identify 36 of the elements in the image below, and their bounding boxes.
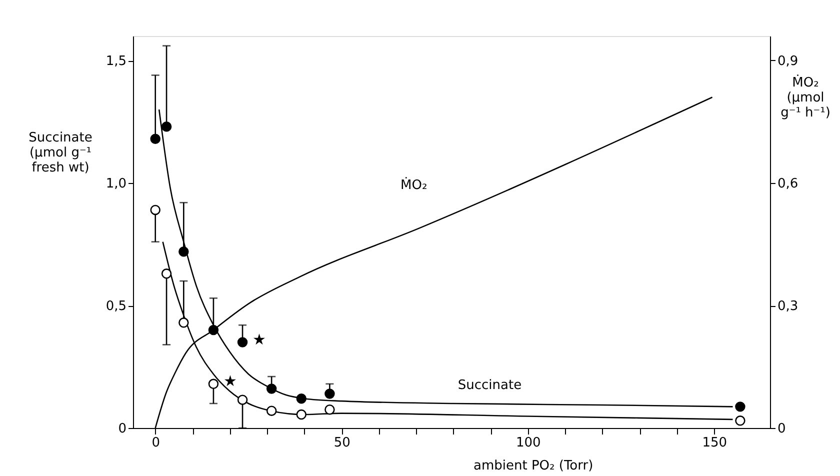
point: [266, 384, 277, 394]
point: [150, 204, 160, 216]
point: [296, 393, 306, 404]
x-tick-label: 50: [334, 436, 350, 450]
point: [324, 388, 335, 399]
x-tick-label: 150: [702, 436, 728, 450]
x-tick-label: 0: [152, 436, 160, 450]
point: [150, 134, 160, 144]
point: [178, 318, 189, 328]
point: [296, 409, 306, 420]
point: [266, 406, 277, 416]
point: [161, 122, 172, 132]
y-tick-label: 1,5: [106, 54, 126, 69]
y2-tick-label: 0: [778, 422, 786, 436]
y-tick-label: 0: [118, 422, 126, 436]
annotation: ṀO₂: [400, 176, 428, 193]
point: [208, 378, 219, 390]
annotation: ★: [252, 330, 266, 348]
point: [735, 416, 746, 426]
y2-tick-label: 0,9: [778, 54, 798, 69]
y2-axis-title: ṀO₂ (µmol g⁻¹ h⁻¹): [780, 74, 830, 120]
point: [735, 402, 746, 412]
annotation: Succinate: [458, 378, 522, 393]
point: [237, 337, 248, 348]
x-tick-label: 100: [516, 436, 541, 450]
point: [178, 246, 189, 257]
y2-tick-label: 0,6: [778, 176, 798, 192]
y2-tick-label: 0,3: [778, 299, 798, 314]
y-tick-label: 1,0: [106, 176, 126, 192]
x-axis-title: ambient PO₂ (Torr): [474, 458, 594, 474]
y-tick-label: 0,5: [106, 299, 126, 314]
point: [237, 394, 248, 405]
y-axis-title: Succinate (µmol g⁻¹ fresh wt): [28, 130, 92, 176]
point: [324, 404, 335, 415]
point: [161, 268, 172, 279]
annotation: ★: [223, 372, 237, 390]
